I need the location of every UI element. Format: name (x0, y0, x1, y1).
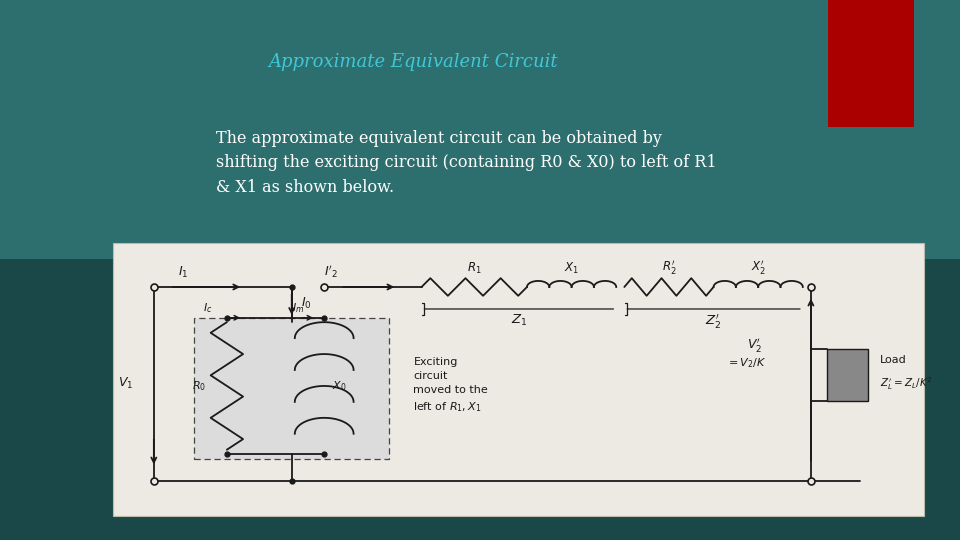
Text: $Z_1$: $Z_1$ (511, 313, 527, 328)
Text: Exciting
circuit
moved to the
left of $R_1, X_1$: Exciting circuit moved to the left of $R… (414, 357, 489, 414)
Text: $V_1$: $V_1$ (118, 376, 133, 392)
Text: $X_2'$: $X_2'$ (751, 258, 766, 276)
Bar (828, 0, 914, 127)
Bar (828, 348, 868, 401)
Text: The approximate equivalent circuit can be obtained by
shifting the exciting circ: The approximate equivalent circuit can b… (216, 130, 716, 196)
Text: $Z_L' = Z_L/K^2$: $Z_L' = Z_L/K^2$ (880, 375, 933, 392)
Bar (0, 259, 960, 540)
Text: $I_1$: $I_1$ (179, 265, 188, 280)
Text: $I_c$: $I_c$ (203, 301, 212, 315)
Text: $R_2'$: $R_2'$ (661, 258, 676, 276)
Text: $R_1$: $R_1$ (467, 261, 482, 276)
Text: $V_2'$: $V_2'$ (747, 336, 761, 354)
Text: $Z_2'$: $Z_2'$ (706, 312, 722, 330)
Text: $I'_2$: $I'_2$ (324, 264, 338, 280)
Text: Load: Load (880, 355, 906, 365)
Text: $X_1$: $X_1$ (564, 261, 579, 276)
Text: $R_0$: $R_0$ (192, 379, 206, 393)
Text: $I_m$: $I_m$ (292, 301, 304, 315)
Bar (113, 243, 924, 516)
FancyBboxPatch shape (194, 318, 389, 458)
Text: $X_0$: $X_0$ (332, 379, 347, 393)
Text: $= V_2/K$: $= V_2/K$ (726, 356, 766, 370)
Text: $I_0$: $I_0$ (301, 296, 312, 311)
Text: Approximate Equivalent Circuit: Approximate Equivalent Circuit (268, 53, 558, 71)
